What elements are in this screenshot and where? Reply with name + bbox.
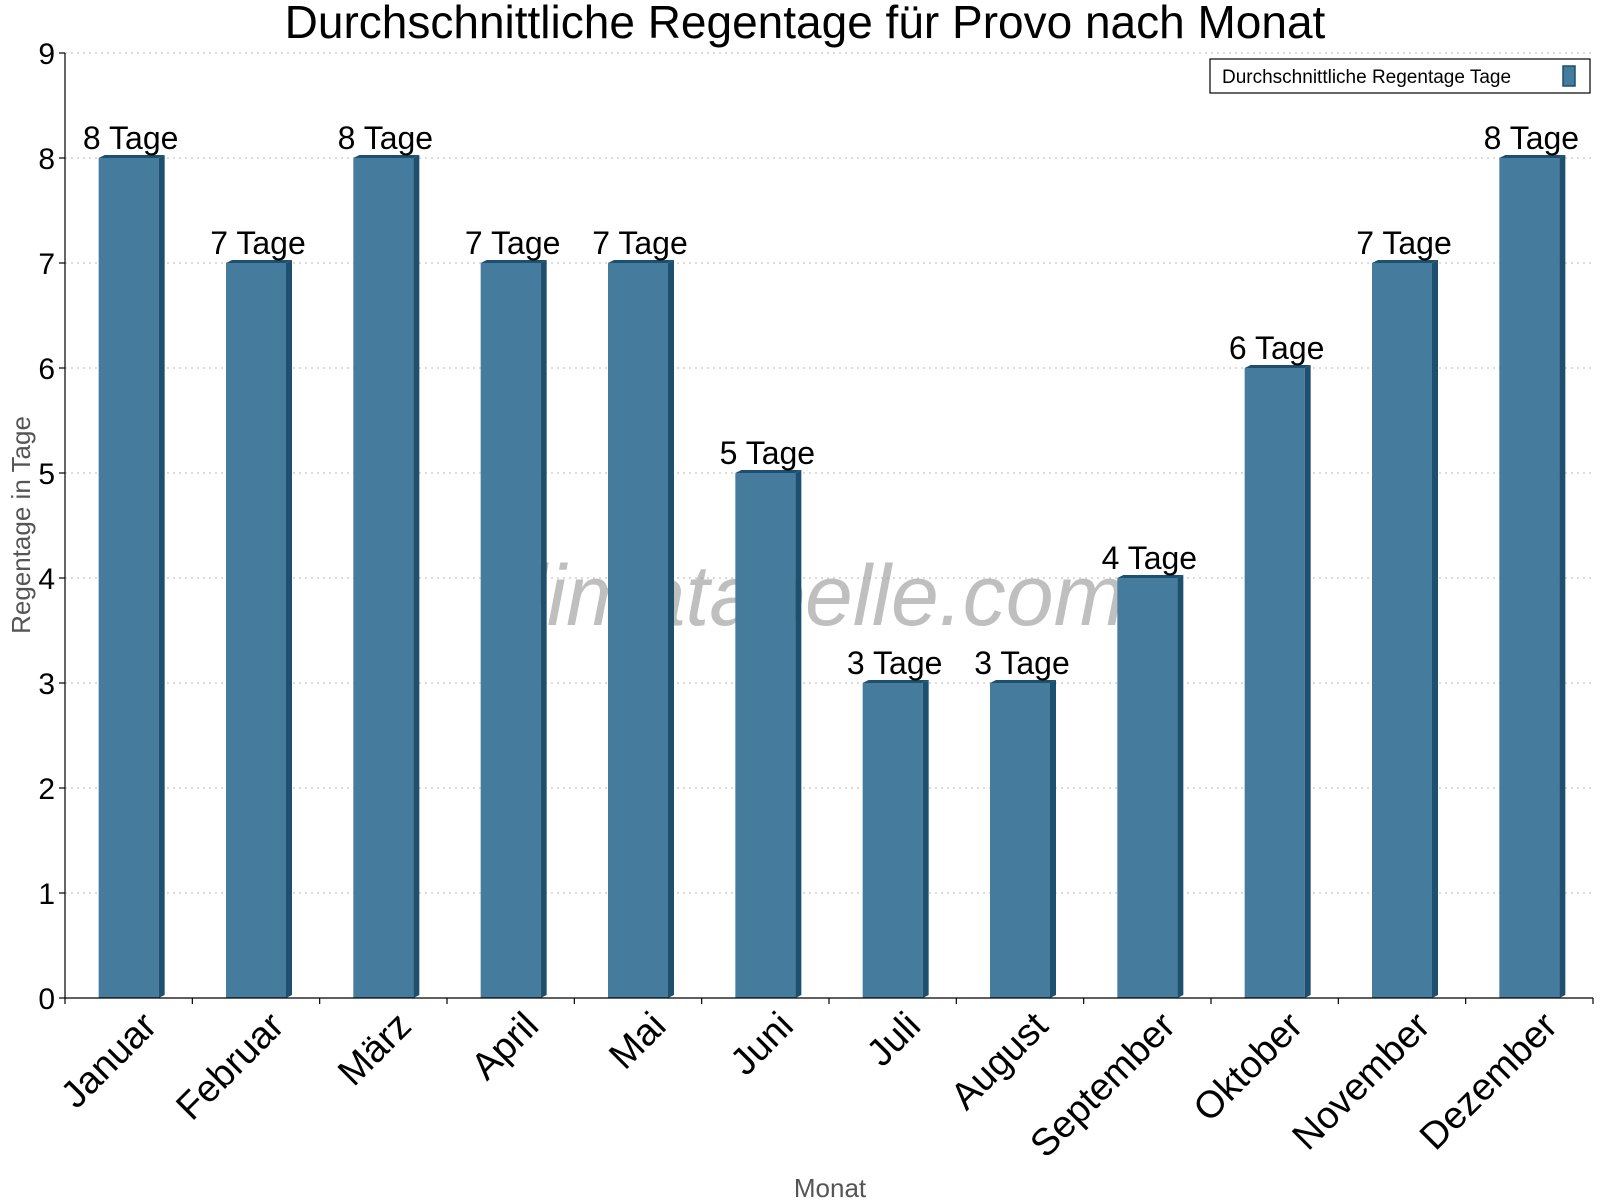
y-tick-label: 9 bbox=[38, 38, 55, 71]
bar-november bbox=[1372, 263, 1432, 998]
y-tick-label: 7 bbox=[38, 248, 55, 281]
x-tick-label: Mai bbox=[601, 1005, 674, 1078]
y-tick-label: 2 bbox=[38, 773, 55, 806]
data-label: 3 Tage bbox=[974, 645, 1070, 681]
bar-dezember bbox=[1499, 158, 1560, 998]
bar-side bbox=[1559, 155, 1566, 998]
bar-side bbox=[413, 155, 420, 998]
bar-juli bbox=[862, 683, 923, 998]
chart-title: Durchschnittliche Regentage für Provo na… bbox=[285, 0, 1326, 48]
grid-lines bbox=[65, 52, 1593, 894]
data-label: 8 Tage bbox=[83, 120, 179, 156]
y-tick-label: 6 bbox=[38, 353, 55, 386]
bar-side bbox=[1177, 575, 1184, 998]
x-tick-labels: Januar Februar März April Mai Juni Juli AugustS… bbox=[53, 1004, 1566, 1165]
y-tick-label: 0 bbox=[38, 983, 55, 1016]
bar-side bbox=[540, 260, 547, 998]
watermark: klimatabelle.com bbox=[485, 548, 1125, 644]
bar-side bbox=[795, 470, 802, 998]
bar-april bbox=[480, 263, 541, 998]
x-tick-label: November bbox=[1285, 1004, 1439, 1158]
bar-side bbox=[1432, 260, 1438, 998]
bar-side bbox=[668, 260, 674, 998]
axes bbox=[59, 52, 1594, 1004]
data-label: 3 Tage bbox=[847, 645, 943, 681]
data-label: 7 Tage bbox=[1356, 225, 1452, 261]
data-label: 7 Tage bbox=[465, 225, 561, 261]
bar-top bbox=[98, 155, 165, 158]
bar-märz bbox=[353, 158, 414, 998]
data-label: 8 Tage bbox=[338, 120, 434, 156]
bar-top bbox=[226, 260, 292, 263]
legend-swatch bbox=[1562, 65, 1576, 87]
bar-side bbox=[922, 680, 929, 998]
y-tick-labels: 0 1 2 3 4 5 6 7 8 9 bbox=[38, 38, 55, 1016]
data-labels: 8 Tage 7 Tage 8 Tage 7 Tage 7 Tage 5 Tage 3 Ta… bbox=[83, 120, 1579, 681]
bar-top bbox=[353, 155, 420, 158]
x-tick-label: Februar bbox=[169, 1004, 293, 1128]
x-tick-label: April bbox=[464, 1005, 547, 1088]
data-label: 4 Tage bbox=[1102, 540, 1198, 576]
bar-top bbox=[1244, 365, 1311, 368]
data-label: 7 Tage bbox=[210, 225, 306, 261]
bar-august bbox=[990, 683, 1050, 998]
bar-juni bbox=[735, 473, 796, 998]
bar-side bbox=[286, 260, 292, 998]
bar-top bbox=[990, 680, 1056, 683]
data-label: 6 Tage bbox=[1229, 330, 1325, 366]
y-axis-title: Regentage in Tage bbox=[6, 416, 36, 634]
y-tick-label: 1 bbox=[38, 878, 55, 911]
bar-top bbox=[480, 260, 547, 263]
bar-januar bbox=[98, 158, 159, 998]
x-tick-label: Oktober bbox=[1186, 1004, 1312, 1130]
bar-side bbox=[1050, 680, 1056, 998]
legend-box bbox=[1209, 58, 1591, 94]
data-label: 7 Tage bbox=[592, 225, 688, 261]
y-tick-label: 8 bbox=[38, 143, 55, 176]
bar-top bbox=[735, 470, 802, 473]
bar-oktober bbox=[1244, 368, 1305, 998]
bar-mai bbox=[608, 263, 668, 998]
bar-september bbox=[1117, 578, 1178, 998]
legend-label: Durchschnittliche Regentage Tage bbox=[1222, 67, 1511, 88]
x-tick-label: Juni bbox=[723, 1005, 802, 1084]
x-axis-title: Monat bbox=[794, 1173, 867, 1200]
bar-top bbox=[608, 260, 674, 263]
bar-top bbox=[862, 680, 929, 683]
bar-top bbox=[1499, 155, 1566, 158]
x-tick-label: Dezember bbox=[1412, 1004, 1566, 1158]
y-tick-label: 4 bbox=[38, 563, 55, 596]
data-label: 8 Tage bbox=[1484, 120, 1580, 156]
bar-side bbox=[158, 155, 165, 998]
legend: Durchschnittliche Regentage Tage bbox=[1209, 58, 1591, 94]
bar-top bbox=[1372, 260, 1438, 263]
x-tick-label: Januar bbox=[53, 1004, 165, 1116]
x-tick-label: August bbox=[943, 1004, 1057, 1118]
y-tick-label: 5 bbox=[38, 458, 55, 491]
y-tick-label: 3 bbox=[38, 668, 55, 701]
bars bbox=[98, 155, 1566, 998]
x-tick-label: März bbox=[330, 1005, 419, 1094]
x-tick-label: Juli bbox=[859, 1005, 929, 1075]
bar-top bbox=[1117, 575, 1184, 578]
bar-side bbox=[1304, 365, 1311, 998]
bar-februar bbox=[226, 263, 286, 998]
data-label: 5 Tage bbox=[720, 435, 816, 471]
